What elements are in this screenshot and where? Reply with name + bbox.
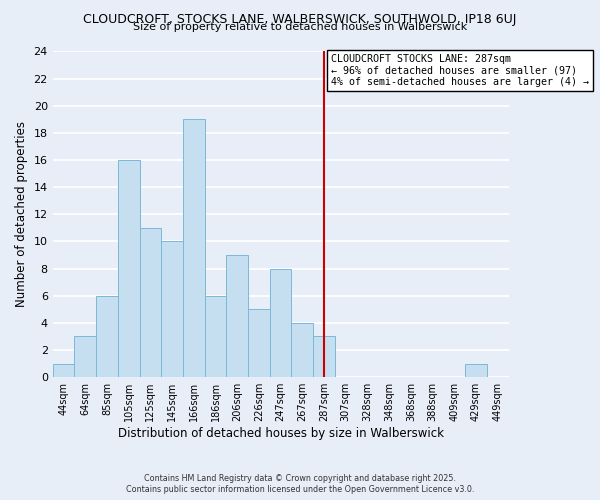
Bar (292, 323, 313, 377)
Y-axis label: Number of detached properties: Number of detached properties (15, 122, 28, 308)
Bar (96, 296, 118, 377)
X-axis label: Distribution of detached houses by size in Walberswick: Distribution of detached houses by size … (118, 427, 443, 440)
Bar (74, 336, 96, 377)
Bar (248, 310, 270, 377)
Bar (270, 268, 292, 377)
Text: Contains HM Land Registry data © Crown copyright and database right 2025.
Contai: Contains HM Land Registry data © Crown c… (126, 474, 474, 494)
Bar (118, 160, 140, 377)
Bar (226, 255, 248, 377)
Bar (465, 364, 487, 377)
Bar (205, 296, 226, 377)
Bar (140, 228, 161, 377)
Bar (161, 242, 183, 377)
Text: CLOUDCROFT, STOCKS LANE, WALBERSWICK, SOUTHWOLD, IP18 6UJ: CLOUDCROFT, STOCKS LANE, WALBERSWICK, SO… (83, 12, 517, 26)
Bar (53, 364, 74, 377)
Bar (313, 336, 335, 377)
Text: Size of property relative to detached houses in Walberswick: Size of property relative to detached ho… (133, 22, 467, 32)
Text: CLOUDCROFT STOCKS LANE: 287sqm
← 96% of detached houses are smaller (97)
4% of s: CLOUDCROFT STOCKS LANE: 287sqm ← 96% of … (331, 54, 589, 88)
Bar (183, 120, 205, 377)
